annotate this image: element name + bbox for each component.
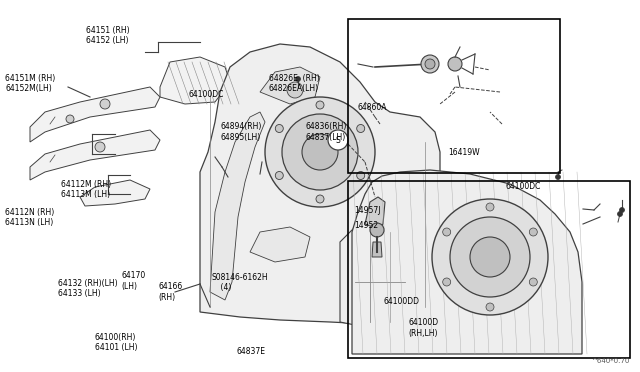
Circle shape [100, 99, 110, 109]
Circle shape [556, 174, 561, 180]
Circle shape [618, 212, 623, 217]
Circle shape [370, 223, 384, 237]
Circle shape [275, 125, 284, 132]
Circle shape [443, 278, 451, 286]
Text: 64860A: 64860A [357, 103, 387, 112]
Polygon shape [352, 170, 582, 354]
Text: 64112N (RH)
64113N (LH): 64112N (RH) 64113N (LH) [5, 208, 54, 227]
Circle shape [486, 203, 494, 211]
Circle shape [486, 303, 494, 311]
Circle shape [287, 82, 303, 98]
Circle shape [302, 134, 338, 170]
Circle shape [470, 237, 510, 277]
Bar [348, 19, 560, 173]
Polygon shape [80, 180, 150, 206]
Text: 64100DD: 64100DD [384, 297, 420, 306]
Circle shape [316, 195, 324, 203]
Text: 64100DC: 64100DC [189, 90, 224, 99]
Circle shape [328, 130, 348, 150]
Text: ^640*0.70: ^640*0.70 [591, 358, 630, 364]
Text: 14952: 14952 [354, 221, 378, 230]
Circle shape [529, 278, 538, 286]
Text: 64836(RH)
64837(LH): 64836(RH) 64837(LH) [306, 122, 348, 142]
Text: S: S [335, 135, 340, 144]
Text: S08146-6162H
    (4): S08146-6162H (4) [211, 273, 268, 292]
Polygon shape [260, 67, 320, 104]
Circle shape [95, 142, 105, 152]
Text: 64166
(RH): 64166 (RH) [159, 282, 183, 302]
Circle shape [356, 171, 365, 180]
Text: 64837E: 64837E [237, 347, 266, 356]
Text: 64826E  (RH)
64826EA(LH): 64826E (RH) 64826EA(LH) [269, 74, 319, 93]
Polygon shape [250, 227, 310, 262]
Polygon shape [200, 44, 440, 324]
Circle shape [432, 199, 548, 315]
Text: 64894(RH)
64895(LH): 64894(RH) 64895(LH) [221, 122, 262, 142]
Text: 64100D
(RH,LH): 64100D (RH,LH) [408, 318, 438, 338]
Text: 64151 (RH)
64152 (LH): 64151 (RH) 64152 (LH) [86, 26, 130, 45]
Text: 64112M (RH)
64113M (LH): 64112M (RH) 64113M (LH) [61, 180, 111, 199]
Circle shape [265, 97, 375, 207]
Text: 64151M (RH)
64152M(LH): 64151M (RH) 64152M(LH) [5, 74, 56, 93]
Circle shape [443, 228, 451, 236]
Polygon shape [340, 224, 415, 326]
Circle shape [316, 101, 324, 109]
Text: 14957J: 14957J [354, 206, 380, 215]
Circle shape [356, 125, 365, 132]
Circle shape [66, 115, 74, 123]
Circle shape [450, 217, 530, 297]
Text: 64100DC: 64100DC [506, 182, 541, 190]
Circle shape [425, 59, 435, 69]
Polygon shape [360, 224, 415, 264]
Polygon shape [30, 130, 160, 180]
Polygon shape [160, 57, 230, 104]
Text: 64132 (RH)(LH)
64133 (LH): 64132 (RH)(LH) 64133 (LH) [58, 279, 117, 298]
Text: 64100(RH)
64101 (LH): 64100(RH) 64101 (LH) [95, 333, 137, 352]
Polygon shape [372, 242, 382, 257]
Text: 64170
(LH): 64170 (LH) [122, 271, 146, 291]
Polygon shape [30, 87, 160, 142]
Circle shape [448, 57, 462, 71]
Circle shape [296, 77, 301, 81]
Polygon shape [210, 112, 265, 300]
Circle shape [529, 228, 538, 236]
Circle shape [282, 114, 358, 190]
Text: 16419W: 16419W [448, 148, 479, 157]
Circle shape [421, 55, 439, 73]
Polygon shape [365, 197, 385, 229]
Bar [348, 181, 630, 358]
Circle shape [275, 171, 284, 180]
Circle shape [620, 208, 625, 212]
